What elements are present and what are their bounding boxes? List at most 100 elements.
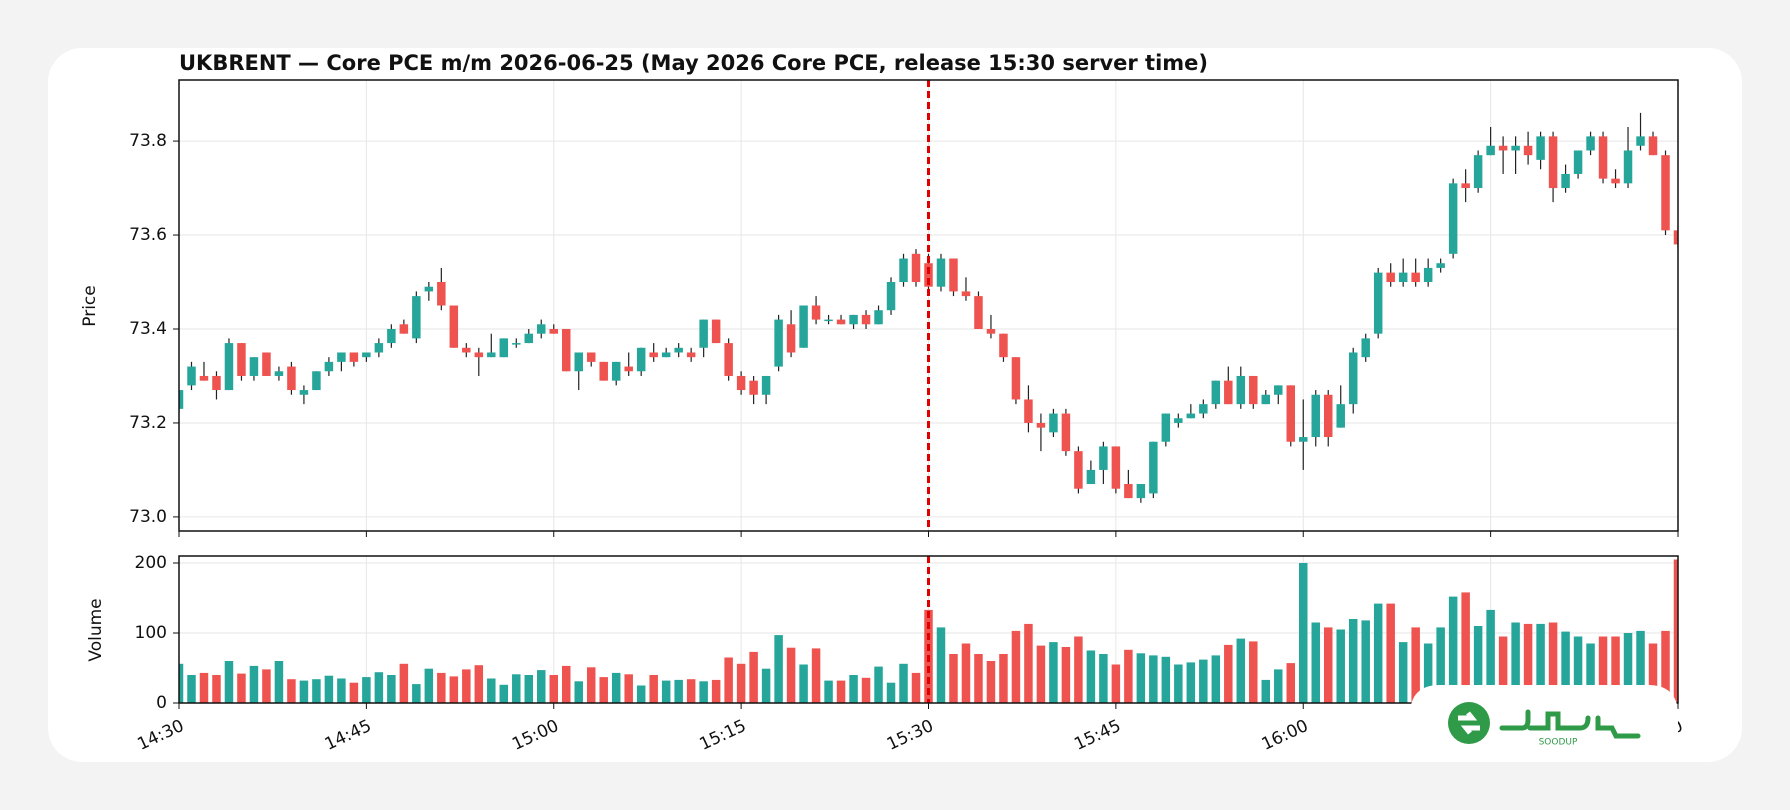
- candle-body: [1299, 437, 1308, 442]
- volume-bar: [774, 635, 783, 703]
- candle-body: [187, 366, 196, 386]
- candle-body: [811, 305, 821, 320]
- candle-body: [387, 328, 396, 344]
- volume-bar: [586, 667, 596, 703]
- candle-body: [611, 361, 621, 381]
- watermark: SOODUP: [1410, 685, 1678, 761]
- volume-bar: [1448, 596, 1458, 703]
- volume-bar: [1373, 603, 1383, 703]
- candle-body: [1224, 380, 1233, 405]
- candle-body: [1136, 484, 1146, 499]
- volume-bar: [1299, 563, 1308, 703]
- candle-body: [936, 258, 946, 287]
- candle-body: [212, 375, 221, 391]
- volume-bar: [1661, 630, 1670, 703]
- marks: [179, 80, 1678, 703]
- candle-body: [312, 371, 321, 391]
- candle-body: [1211, 380, 1221, 405]
- volume-bar: [861, 677, 871, 703]
- candle-body: [1286, 385, 1296, 442]
- volume-bar: [1261, 679, 1271, 703]
- candle-body: [1648, 136, 1658, 156]
- volume-bar: [1211, 655, 1221, 703]
- candle-body: [561, 328, 571, 372]
- volume-bar: [424, 668, 434, 703]
- volume-bar: [874, 666, 883, 703]
- candle-body: [1111, 446, 1121, 489]
- volume-bar: [1398, 642, 1408, 703]
- candle-body: [1186, 413, 1196, 419]
- y-axis-label: Price: [80, 285, 100, 326]
- y-tick-label: 73.2: [129, 413, 167, 433]
- volume-bar: [599, 677, 608, 703]
- candle-body: [1573, 150, 1583, 174]
- volume-bar: [1573, 636, 1583, 703]
- volume-bar: [936, 627, 946, 703]
- candle-body: [1473, 155, 1483, 189]
- volume-bar: [537, 670, 546, 703]
- volume-bar: [1561, 631, 1570, 703]
- candle-body: [179, 390, 184, 409]
- candle-body: [1411, 272, 1420, 283]
- volume-bar: [811, 648, 821, 703]
- candle-body: [786, 324, 796, 353]
- volume-bar: [324, 675, 334, 703]
- candle-body: [1099, 446, 1108, 470]
- candle-body: [1199, 404, 1208, 414]
- candle-body: [1398, 272, 1408, 283]
- candle-body: [924, 263, 933, 287]
- volume-bar: [1086, 650, 1096, 703]
- candle-body: [999, 333, 1008, 358]
- volume-bar: [1411, 627, 1420, 703]
- candle-body: [324, 361, 334, 372]
- candle-body: [761, 375, 771, 395]
- volume-bar: [711, 679, 721, 703]
- candle-body: [1523, 145, 1533, 156]
- candle-body: [274, 371, 284, 376]
- volume-bar: [1498, 636, 1508, 703]
- y2-tick-label: 100: [135, 623, 167, 643]
- volume-bar: [949, 654, 958, 703]
- volume-bar: [1623, 633, 1633, 703]
- volume-bar: [387, 675, 396, 703]
- volume-bar: [999, 654, 1008, 703]
- candle-body: [1036, 422, 1046, 428]
- candle-body: [886, 282, 896, 311]
- candle-body: [549, 328, 558, 334]
- candle-body: [1486, 145, 1495, 156]
- volume-bar: [412, 684, 421, 703]
- candle-body: [1361, 338, 1370, 358]
- volume-bar: [1161, 656, 1171, 703]
- volume-bar: [437, 672, 446, 703]
- candle-body: [337, 352, 346, 362]
- candle-body: [474, 352, 484, 358]
- candle-body: [537, 324, 546, 334]
- volume-bar: [699, 681, 708, 703]
- volume-bar: [179, 663, 184, 703]
- volume-bar: [1598, 636, 1608, 703]
- candle-body: [711, 319, 721, 344]
- volume-bar: [849, 675, 858, 703]
- candle-body: [1611, 178, 1620, 184]
- candle-body: [911, 253, 921, 283]
- candle-body: [1661, 155, 1670, 231]
- candle-body: [462, 347, 471, 353]
- candle-body: [986, 328, 996, 334]
- volume-bar: [1224, 644, 1233, 703]
- volume-bar: [549, 675, 558, 703]
- candle-body: [374, 343, 384, 353]
- volume-bar: [886, 682, 896, 703]
- y-tick-label: 73.0: [129, 507, 167, 527]
- candle-body: [1673, 230, 1678, 245]
- volume-bar: [1348, 619, 1358, 703]
- watermark-text: SOODUP: [1539, 738, 1578, 748]
- volume-bar: [1249, 641, 1258, 703]
- candle-body: [674, 347, 683, 353]
- volume-bar: [1461, 592, 1470, 703]
- candle-body: [824, 319, 833, 322]
- candle-body: [412, 296, 421, 339]
- volume-bar: [199, 672, 209, 703]
- volume-bar: [761, 668, 771, 703]
- volume-bar: [237, 673, 246, 703]
